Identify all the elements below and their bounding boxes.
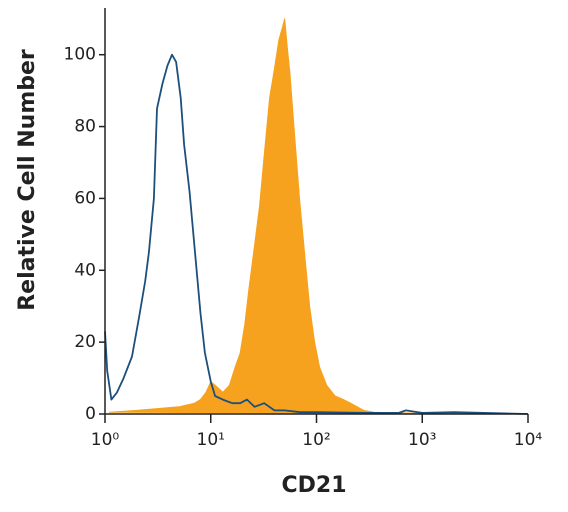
histogram-area	[108, 18, 529, 415]
y-tick-label: 100	[64, 45, 96, 65]
histogram-line	[104, 53, 529, 415]
x-tick-label: 10⁰	[91, 430, 120, 450]
y-tick-label: 80	[74, 117, 96, 137]
y-axis-title: Relative Cell Number	[15, 49, 40, 311]
y-tick-label: 0	[85, 404, 96, 424]
x-tick-label: 10⁴	[514, 430, 543, 450]
y-tick-label: 60	[74, 188, 96, 208]
x-tick-label: 10³	[408, 430, 436, 450]
x-tick-label: 10²	[302, 430, 330, 450]
y-tick-label: 40	[74, 260, 96, 280]
x-tick-label: 10¹	[197, 430, 225, 450]
x-axis-title: CD21	[281, 473, 346, 498]
y-tick-label: 20	[74, 332, 96, 352]
